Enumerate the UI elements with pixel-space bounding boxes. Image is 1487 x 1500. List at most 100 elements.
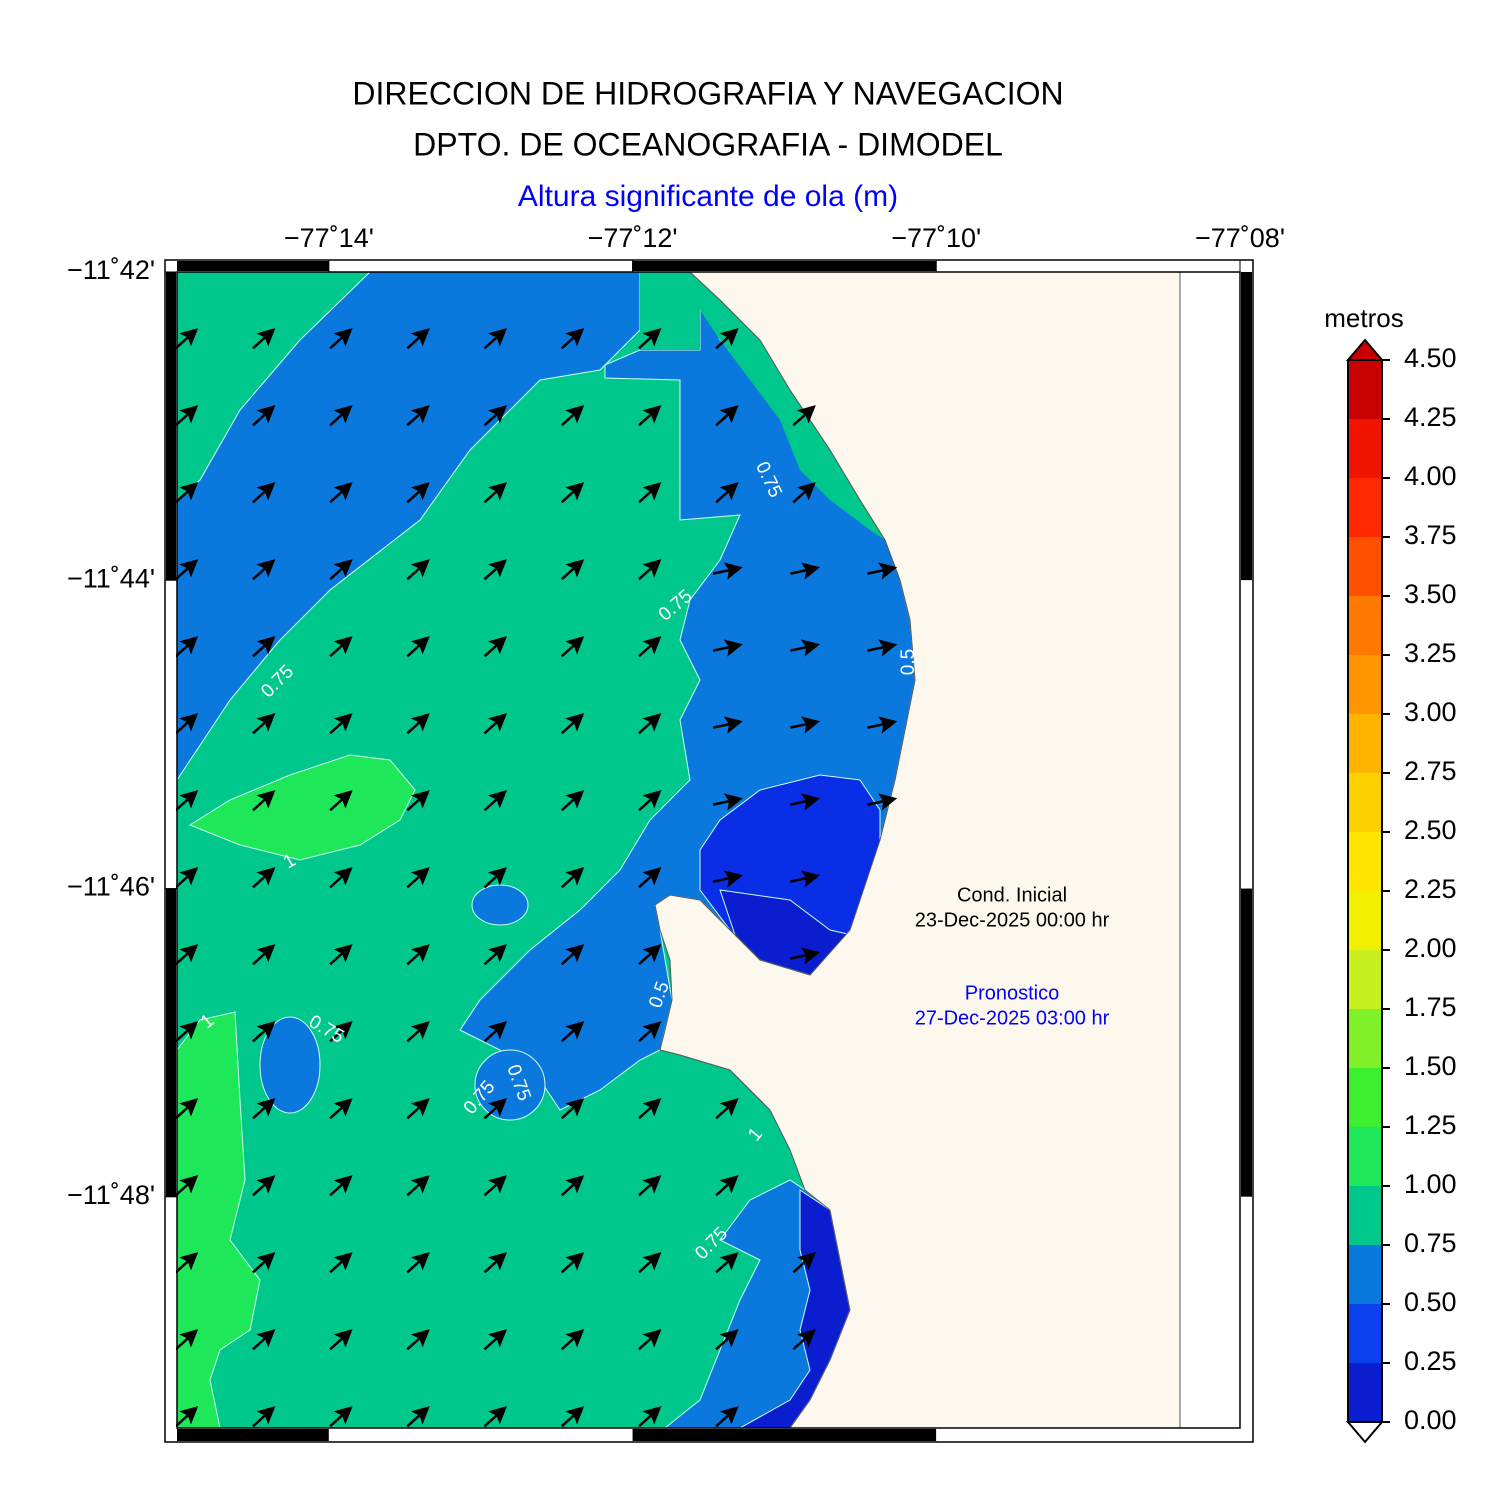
arrow xyxy=(560,1098,585,1120)
colorbar-bin xyxy=(1348,537,1382,596)
map: 0.75 0.75 0.75 1 1 0.75 0.75 0.75 1 0.75… xyxy=(164,259,1254,1443)
arrow xyxy=(560,328,585,350)
colorbar-label: 3.25 xyxy=(1404,638,1457,668)
arrow xyxy=(252,790,276,812)
border-segment xyxy=(632,1429,937,1441)
arrow xyxy=(715,405,739,427)
colorbar-bin xyxy=(1348,1186,1382,1245)
arrow xyxy=(483,482,508,504)
arrow xyxy=(638,559,662,581)
frame xyxy=(164,259,1254,1443)
border-segment xyxy=(166,580,176,889)
region xyxy=(640,272,885,540)
region xyxy=(259,1016,321,1114)
colorbar-bin xyxy=(1348,832,1382,891)
arrow xyxy=(560,944,585,966)
arrow xyxy=(715,1406,739,1428)
colorbar-label: 3.00 xyxy=(1404,697,1457,727)
border-segment xyxy=(936,1429,1240,1441)
arrow xyxy=(329,482,353,504)
annotation: Cond. Inicial xyxy=(957,884,1067,906)
colorbar-bin xyxy=(1348,419,1382,478)
arrow xyxy=(174,1098,199,1120)
arrow xyxy=(406,1175,430,1197)
arrow xyxy=(406,944,430,966)
arrow xyxy=(792,1329,816,1351)
arrow xyxy=(560,867,585,889)
arrow xyxy=(406,713,430,735)
arrow xyxy=(329,636,353,658)
arrow xyxy=(560,1175,585,1197)
arrow xyxy=(638,1329,662,1351)
arrow xyxy=(483,944,508,966)
arrow xyxy=(329,713,353,735)
contour-label: 0.5 xyxy=(898,649,919,675)
arrow xyxy=(560,790,585,812)
arrow xyxy=(867,562,898,580)
arrow xyxy=(174,1175,199,1197)
arrow xyxy=(483,713,508,735)
arrow xyxy=(790,639,821,657)
colorbar-label: 2.00 xyxy=(1404,933,1457,963)
colorbar-bin xyxy=(1348,1363,1382,1422)
border-segment xyxy=(1241,580,1252,889)
region xyxy=(177,1011,261,1428)
arrow xyxy=(406,790,430,812)
arrow xyxy=(174,405,199,427)
x-tick-label: −77˚14' xyxy=(284,223,374,253)
arrows xyxy=(174,328,898,1428)
arrow xyxy=(329,1175,353,1197)
arrow xyxy=(174,1406,199,1428)
annotation: Pronostico xyxy=(965,982,1060,1004)
arrow xyxy=(252,328,276,350)
colorbar-label: 0.50 xyxy=(1404,1287,1457,1317)
arrow xyxy=(715,1252,739,1274)
arrow xyxy=(867,793,898,811)
border-segment xyxy=(328,1429,633,1441)
arrow xyxy=(329,328,353,350)
arrow xyxy=(715,1098,739,1120)
arrow xyxy=(252,1098,276,1120)
colorbar-label: 1.50 xyxy=(1404,1051,1457,1081)
arrow xyxy=(712,793,743,811)
colorbar-label: 0.75 xyxy=(1404,1228,1457,1258)
y-tick-label: −11˚48' xyxy=(67,1180,155,1210)
arrow xyxy=(560,1406,585,1428)
arrow xyxy=(560,405,585,427)
colorbar-label: 2.75 xyxy=(1404,756,1457,786)
title: DIRECCION DE HIDROGRAFIA Y NAVEGACION xyxy=(352,75,1063,111)
y-tick-label: −11˚46' xyxy=(67,872,155,902)
arrow xyxy=(252,1329,276,1351)
arrow xyxy=(406,1021,430,1043)
colorbar-label: 0.00 xyxy=(1404,1405,1457,1435)
arrow xyxy=(329,559,353,581)
arrow xyxy=(715,1175,739,1197)
arrow xyxy=(252,867,276,889)
colorbar-bin xyxy=(1348,478,1382,537)
arrow xyxy=(174,944,199,966)
arrow xyxy=(638,1098,662,1120)
arrow xyxy=(560,1021,585,1043)
colorbar-label: 3.75 xyxy=(1404,520,1457,550)
colorbar-title: metros xyxy=(1324,303,1403,333)
arrow xyxy=(483,1175,508,1197)
colorbar-label: 4.50 xyxy=(1404,343,1457,373)
arrow xyxy=(252,1175,276,1197)
subtitle: Altura significante de ola (m) xyxy=(518,180,898,213)
arrow xyxy=(638,636,662,658)
arrow xyxy=(638,1175,662,1197)
arrow xyxy=(867,716,898,734)
arrow xyxy=(174,713,199,735)
arrow xyxy=(638,944,662,966)
region xyxy=(471,884,529,926)
arrow xyxy=(329,944,353,966)
arrow xyxy=(560,559,585,581)
arrow xyxy=(483,636,508,658)
border-segment xyxy=(166,888,176,1197)
colorbar-bottom xyxy=(1345,1421,1385,1444)
arrow xyxy=(406,559,430,581)
arrow xyxy=(483,1329,508,1351)
border-segment xyxy=(1241,888,1252,1197)
arrow xyxy=(252,1252,276,1274)
